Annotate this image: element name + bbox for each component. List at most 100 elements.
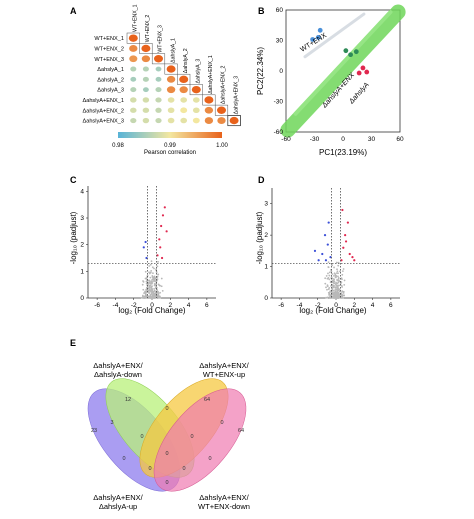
panel-a-correlation-heatmap: A WT+ENX_1 WT+ENX_2 WT+ENX_3 ΔahslyA_1 Δahsl… [70, 4, 241, 156]
volcano-point-up [160, 224, 163, 228]
volcano-point-ns [325, 275, 328, 277]
volcano-point-ns [338, 290, 341, 293]
heatmap-row-label: ΔahslyA+ENX_1 [82, 98, 124, 104]
volcano-point-ns [328, 293, 331, 295]
pca-point [348, 52, 353, 58]
volcano-point-ns [158, 296, 160, 299]
volcano-point-ns [150, 269, 153, 272]
volcano-point-ns [342, 268, 345, 270]
volcano-point-ns [157, 283, 160, 286]
volcano-point-ns [153, 282, 156, 285]
volcano-point-ns [149, 276, 152, 279]
colorbar: 0.98 0.99 1.00 Pearson correlation [112, 132, 228, 156]
heatmap-cells [126, 32, 241, 127]
volcano-x-tick: 0 [334, 302, 338, 309]
volcano-point-ns [143, 295, 146, 298]
heatmap-cell [166, 65, 176, 73]
volcano-point-ns [154, 292, 156, 295]
volcano-point-ns [157, 260, 159, 263]
volcano-x-tick: -2 [131, 302, 137, 309]
heatmap-diagonal-cell [139, 43, 153, 54]
heatmap-cell [130, 87, 137, 93]
volcano-point-ns [325, 286, 327, 289]
panel-c-volcano: C -6 -4 -2 0 2 4 6 0 1 2 3 4 log₂ (Fold Change) -lo… [69, 175, 216, 315]
volcano-point-down [323, 234, 327, 237]
heatmap-row-label: WT+ENX_1 [94, 36, 124, 42]
volcano-x-tick: 4 [371, 302, 375, 309]
venn-count-2-4: 0 [208, 456, 211, 462]
volcano-point-down [142, 246, 145, 249]
volcano-d-plot: -6 -4 -2 0 2 4 6 0 1 2 3 [264, 188, 400, 309]
pca-point [356, 70, 362, 76]
volcano-point-up [340, 259, 343, 262]
volcano-point-down [329, 256, 332, 259]
volcano-point-up [346, 221, 349, 224]
volcano-point-ns [333, 284, 335, 287]
heatmap-column-label: ΔahslyA_2 [183, 48, 189, 73]
volcano-point-ns [342, 290, 345, 293]
volcano-point-ns [159, 295, 161, 298]
volcano-point-ns [337, 275, 339, 278]
heatmap-row-label: ΔahslyA_2 [97, 77, 124, 83]
volcano-point-up [341, 208, 344, 212]
volcano-point-ns [335, 286, 337, 289]
pca-xlabel: PC1(23.19%) [319, 148, 367, 157]
panel-e-venn: E ΔahslyA+ENX/ ΔahslyA-down ΔahslyA+ENX/… [70, 338, 250, 511]
heatmap-cell [142, 76, 149, 82]
heatmap-column-label: ΔahslyA+ENX_1 [208, 55, 214, 94]
venn-set-label-3-line1: ΔahslyA+ENX/ [93, 493, 143, 502]
volcano-point-ns [324, 277, 327, 280]
volcano-x-tick: 2 [352, 302, 356, 309]
volcano-point-ns [343, 284, 346, 286]
pca-band-outer [280, 4, 406, 138]
venn-ellipses [87, 378, 247, 492]
volcano-point-ns [338, 284, 341, 287]
volcano-point-ns [334, 289, 336, 292]
pca-tick-labels: -60-60 -30 -30 0 0 30 30 60 60 [274, 7, 404, 143]
volcano-point-up [165, 230, 168, 233]
volcano-point-down [313, 249, 317, 252]
volcano-point-ns [156, 294, 159, 297]
volcano-point-ns [151, 278, 154, 281]
volcano-point-ns [154, 277, 157, 280]
volcano-point-ns [341, 273, 344, 276]
volcano-point-up [159, 246, 162, 249]
volcano-point-up [158, 238, 161, 241]
venn-count-only-3: 64 [204, 397, 210, 403]
volcano-point-ns [326, 288, 328, 291]
heatmap-row-label: ΔahslyA_3 [97, 88, 124, 94]
volcano-point-up [342, 246, 345, 249]
venn-set-label-4: ΔahslyA+ENX/ WT+ENX-down [198, 493, 250, 511]
volcano-point-up [161, 214, 165, 217]
volcano-point-ns [153, 267, 155, 270]
volcano-point-ns [336, 278, 338, 281]
volcano-point-ns [333, 291, 335, 294]
volcano-point-ns [151, 266, 154, 269]
volcano-point-ns [161, 289, 164, 292]
heatmap-cell [141, 55, 151, 63]
heatmap-cell [204, 96, 214, 104]
heatmap-row-label: ΔahslyA+ENX_3 [82, 119, 124, 125]
volcano-x-tick: -6 [94, 302, 100, 309]
volcano-point-ns [328, 287, 331, 289]
pca-x-tick: 30 [368, 136, 376, 143]
heatmap-row-label: ΔahslyA+ENX_2 [82, 108, 124, 114]
volcano-point-ns [337, 264, 340, 267]
volcano-point-up [156, 254, 159, 257]
volcano-point-ns [336, 268, 338, 271]
volcano-point-ns [159, 291, 162, 294]
volcano-point-ns [149, 296, 152, 299]
heatmap-cell [130, 66, 137, 72]
venn-count-only-2: 12 [125, 397, 131, 403]
volcano-point-ns [336, 272, 338, 274]
heatmap-cell [180, 107, 188, 114]
volcano-point-ns [149, 284, 152, 287]
volcano-x-tick: 2 [168, 302, 172, 309]
pca-x-tick: 0 [341, 136, 345, 143]
volcano-point-ns [149, 290, 152, 292]
volcano-point-ns [333, 266, 335, 269]
volcano-point-ns [152, 272, 154, 275]
venn-count-only-1: 23 [91, 428, 97, 434]
volcano-point-ns [341, 270, 344, 272]
